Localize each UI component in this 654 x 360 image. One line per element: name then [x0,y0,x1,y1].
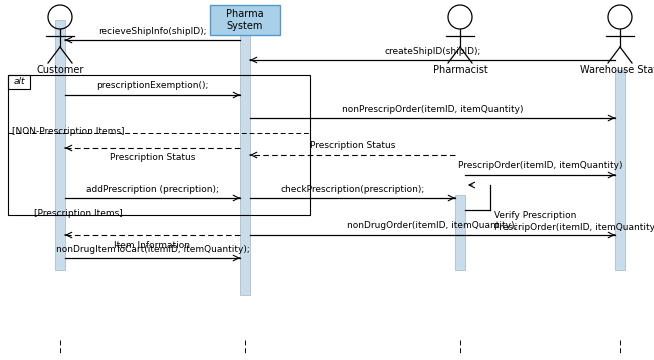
Text: nonDrugOrder(itemID, itemQuantity);: nonDrugOrder(itemID, itemQuantity); [347,221,518,230]
Bar [55,20,65,270]
Text: Item Information: Item Information [114,240,190,249]
Text: Customer: Customer [37,65,84,75]
Text: Prescription Status: Prescription Status [110,153,195,162]
Text: recieveShipInfo(shipID);: recieveShipInfo(shipID); [98,27,207,36]
Text: PrescripOrder(itemID, itemQuantity): PrescripOrder(itemID, itemQuantity) [458,162,622,171]
Bar [240,20,250,295]
Bar [455,195,465,270]
Text: addPrescription (precription);: addPrescription (precription); [86,184,219,194]
Text: nonDrugItemToCart(itemID, itemQuantity);: nonDrugItemToCart(itemID, itemQuantity); [56,244,249,253]
Text: Pharma
System: Pharma System [226,9,264,31]
Text: Pharmacist: Pharmacist [433,65,487,75]
Text: [NON-Prescription Items]: [NON-Prescription Items] [12,126,124,135]
Text: alt: alt [13,77,25,86]
Text: PrescripOrder(itemID, itemQuantity): PrescripOrder(itemID, itemQuantity) [494,224,654,233]
Text: Prescription Status: Prescription Status [310,141,395,150]
Text: checkPrescription(prescription);: checkPrescription(prescription); [281,184,424,194]
Text: nonPrescripOrder(itemID, itemQuantity): nonPrescripOrder(itemID, itemQuantity) [342,104,523,113]
Text: prescriptionExemption();: prescriptionExemption(); [96,81,209,90]
Bar [8,75,310,215]
Bar [8,75,30,89]
Text: Verify Prescription: Verify Prescription [494,211,576,220]
Bar [615,70,625,270]
Text: Warehouse Staff: Warehouse Staff [580,65,654,75]
Bar [210,5,280,35]
Text: [Prescription Items]: [Prescription Items] [34,208,123,217]
Text: createShipID(shipID);: createShipID(shipID); [385,46,481,55]
